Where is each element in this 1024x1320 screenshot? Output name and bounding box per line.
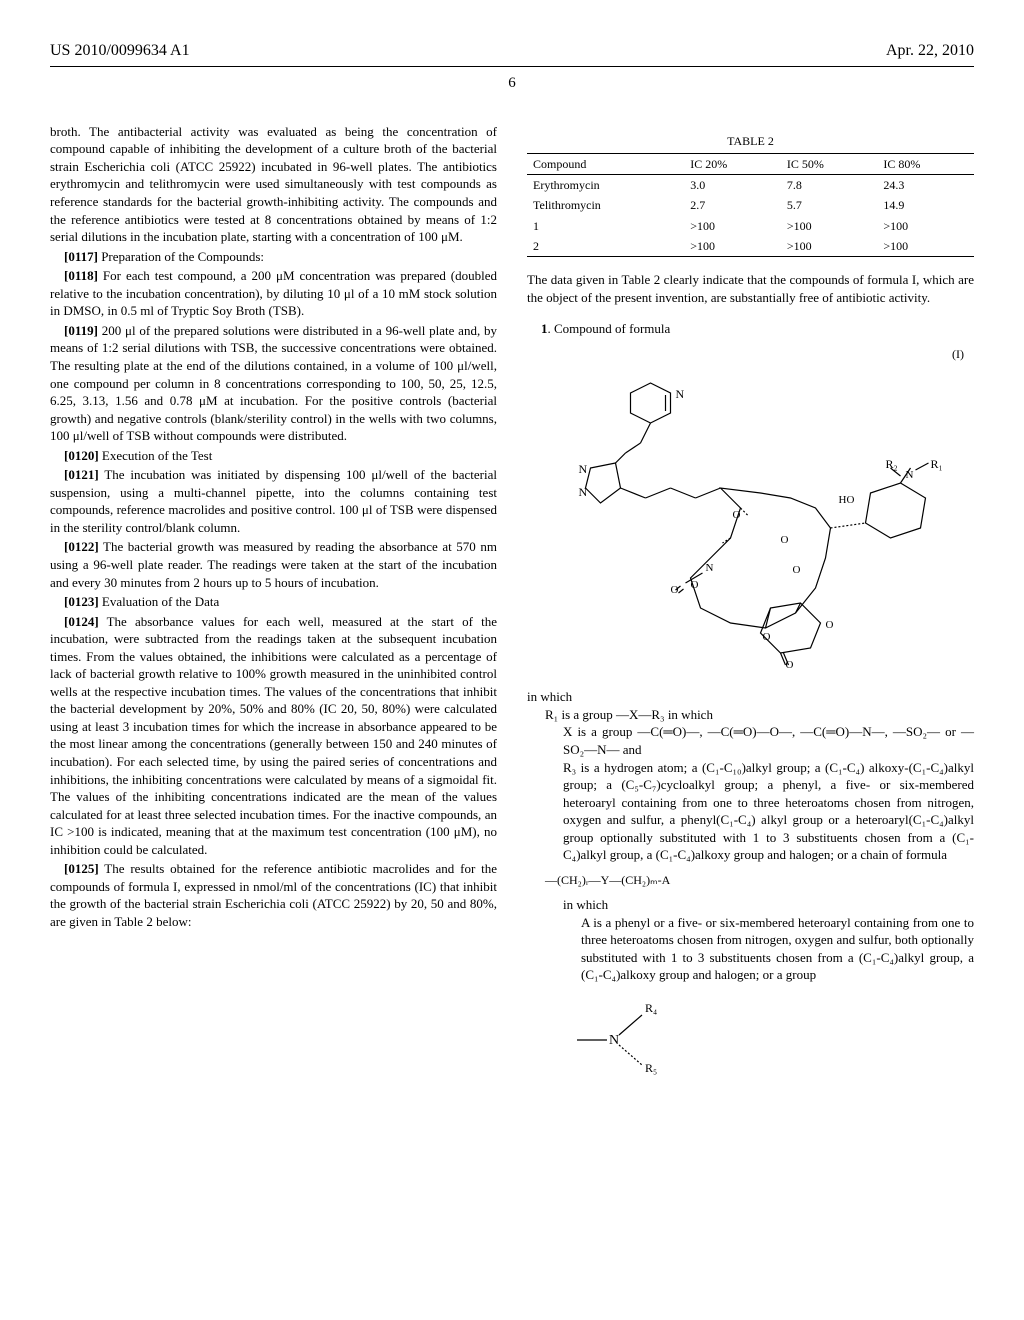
para-num-0117: [0117]	[64, 249, 98, 264]
para-num-0124: [0124]	[64, 614, 99, 629]
r3-definition: R₃ is a hydrogen atom; a (C₁-C₁₀)alkyl g…	[563, 759, 974, 864]
para-0119-text: 200 μl of the prepared solutions were di…	[50, 323, 497, 443]
para-0120-text: Execution of the Test	[102, 448, 212, 463]
page-number: 6	[50, 73, 974, 93]
left-column: broth. The antibacterial activity was ev…	[50, 123, 497, 1084]
table-row: 1 >100 >100 >100	[527, 216, 974, 236]
formula-roman: (I)	[527, 346, 974, 362]
r1-definition: R₁ is a group —X—R₃ in which	[545, 706, 974, 724]
para-0125: [0125] The results obtained for the refe…	[50, 860, 497, 930]
svg-text:N: N	[579, 462, 588, 476]
table-2: TABLE 2 Compound IC 20% IC 50% IC 80% Er…	[527, 133, 974, 257]
th-ic20: IC 20%	[684, 154, 781, 175]
para-0118: [0118] For each test compound, a 200 μM …	[50, 267, 497, 320]
para-0119: [0119] 200 μl of the prepared solutions …	[50, 322, 497, 445]
para-0123: [0123] Evaluation of the Data	[50, 593, 497, 611]
claim-1-text: . Compound of formula	[548, 321, 671, 336]
patent-number: US 2010/0099634 A1	[50, 40, 190, 62]
two-column-layout: broth. The antibacterial activity was ev…	[50, 123, 974, 1084]
para-0121-text: The incubation was initiated by dispensi…	[50, 467, 497, 535]
table-header-row: Compound IC 20% IC 50% IC 80%	[527, 154, 974, 175]
svg-text:N: N	[676, 387, 685, 401]
in-which-2: in which	[563, 896, 974, 914]
svg-text:R₁: R₁	[931, 457, 943, 471]
table-2-grid: Compound IC 20% IC 50% IC 80% Erythromyc…	[527, 153, 974, 257]
para-0117: [0117] Preparation of the Compounds:	[50, 248, 497, 266]
claim-1: 1. Compound of formula	[527, 320, 974, 338]
para-0124: [0124] The absorbance values for each we…	[50, 613, 497, 859]
svg-text:O: O	[793, 564, 801, 576]
para-num-0121: [0121]	[64, 467, 99, 482]
svg-text:N: N	[706, 562, 714, 574]
para-0121: [0121] The incubation was initiated by d…	[50, 466, 497, 536]
chemical-structure-formula-1: N N N O O	[527, 368, 974, 668]
chain-formula: —(CH₂)ᵣ—Y—(CH₂)ₘ-A	[545, 872, 974, 888]
svg-text:N: N	[579, 485, 588, 499]
th-compound: Compound	[527, 154, 684, 175]
para-0120: [0120] Execution of the Test	[50, 447, 497, 465]
para-num-0125: [0125]	[64, 861, 99, 876]
publication-date: Apr. 22, 2010	[886, 40, 974, 62]
svg-text:R₅: R₅	[645, 1061, 657, 1075]
svg-text:N: N	[906, 469, 914, 481]
table-row: Telithromycin 2.7 5.7 14.9	[527, 195, 974, 215]
in-which-1: in which	[527, 688, 974, 706]
para-0125-text: The results obtained for the reference a…	[50, 861, 497, 929]
para-num-0120: [0120]	[64, 448, 99, 463]
svg-text:O: O	[781, 534, 789, 546]
svg-text:O: O	[826, 619, 834, 631]
page-header: US 2010/0099634 A1 Apr. 22, 2010	[50, 40, 974, 67]
para-0123-text: Evaluation of the Data	[102, 594, 219, 609]
svg-text:N: N	[609, 1033, 619, 1048]
nr4r5-structure: N R₄ R₅	[567, 990, 687, 1080]
x-definition: X is a group —C(═O)—, —C(═O)—O—, —C(═O)—…	[563, 723, 974, 758]
para-num-0122: [0122]	[64, 539, 99, 554]
para-0118-text: For each test compound, a 200 μM concent…	[50, 268, 497, 318]
th-ic80: IC 80%	[877, 154, 974, 175]
svg-text:O: O	[733, 509, 741, 521]
para-0117-text: Preparation of the Compounds:	[101, 249, 264, 264]
right-column: TABLE 2 Compound IC 20% IC 50% IC 80% Er…	[527, 123, 974, 1084]
svg-text:O: O	[671, 584, 679, 596]
para-num-0123: [0123]	[64, 594, 99, 609]
para-0122-text: The bacterial growth was measured by rea…	[50, 539, 497, 589]
svg-text:HO: HO	[839, 494, 855, 506]
para-intro: broth. The antibacterial activity was ev…	[50, 123, 497, 246]
after-table-text: The data given in Table 2 clearly indica…	[527, 271, 974, 306]
th-ic50: IC 50%	[781, 154, 878, 175]
table-row: Erythromycin 3.0 7.8 24.3	[527, 175, 974, 196]
svg-text:O: O	[691, 579, 699, 591]
para-0122: [0122] The bacterial growth was measured…	[50, 538, 497, 591]
table-row: 2 >100 >100 >100	[527, 236, 974, 257]
svg-text:R₄: R₄	[645, 1001, 657, 1015]
para-num-0119: [0119]	[64, 323, 98, 338]
a-definition: A is a phenyl or a five- or six-membered…	[581, 914, 974, 984]
table-2-title: TABLE 2	[527, 133, 974, 149]
para-num-0118: [0118]	[64, 268, 98, 283]
para-0124-text: The absorbance values for each well, mea…	[50, 614, 497, 857]
